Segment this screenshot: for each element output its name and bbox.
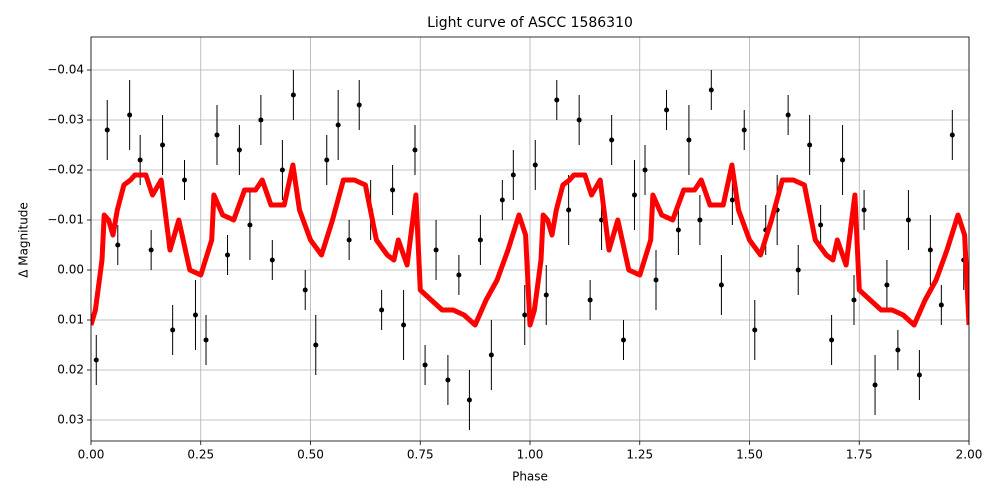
data-point bbox=[543, 292, 549, 298]
data-point bbox=[785, 112, 791, 118]
plot-area bbox=[91, 70, 969, 430]
data-point bbox=[621, 337, 627, 343]
x-axis-label: Phase bbox=[512, 470, 548, 484]
data-point bbox=[433, 247, 439, 253]
data-point bbox=[653, 277, 659, 283]
data-point bbox=[466, 397, 472, 403]
grid bbox=[90, 37, 970, 441]
data-point bbox=[269, 257, 275, 263]
y-tick-label: 0.03 bbox=[57, 413, 84, 427]
data-point bbox=[566, 207, 572, 213]
data-point bbox=[664, 107, 670, 113]
data-point bbox=[356, 102, 362, 108]
binned-curve bbox=[91, 162, 969, 328]
data-point bbox=[916, 372, 922, 378]
x-tick-label: 1.50 bbox=[736, 448, 763, 462]
data-point bbox=[697, 217, 703, 223]
data-point bbox=[927, 247, 933, 253]
y-axis-label: Δ Magnitude bbox=[17, 202, 31, 278]
x-tick-label: 1.25 bbox=[626, 448, 653, 462]
data-point bbox=[895, 347, 901, 353]
x-tick-label: 1.00 bbox=[517, 448, 544, 462]
y-tick-label: −0.01 bbox=[47, 213, 84, 227]
data-point bbox=[532, 162, 538, 168]
data-point bbox=[861, 207, 867, 213]
data-point bbox=[729, 197, 735, 203]
data-point bbox=[279, 167, 285, 173]
data-point bbox=[203, 337, 209, 343]
data-point bbox=[170, 327, 176, 333]
chart-title: Light curve of ASCC 1586310 bbox=[427, 15, 633, 31]
data-point bbox=[686, 137, 692, 143]
data-point bbox=[642, 167, 648, 173]
data-point bbox=[258, 117, 264, 123]
data-point bbox=[477, 237, 483, 243]
data-point bbox=[807, 142, 813, 148]
x-tick-label: 2.00 bbox=[956, 448, 983, 462]
data-point bbox=[851, 297, 857, 303]
data-point bbox=[884, 282, 890, 288]
data-point bbox=[587, 297, 593, 303]
data-point bbox=[192, 312, 198, 318]
y-tick-label: −0.02 bbox=[47, 163, 84, 177]
data-point bbox=[290, 92, 296, 98]
data-point bbox=[390, 187, 396, 193]
data-point bbox=[818, 222, 824, 228]
y-tick-label: 0.00 bbox=[57, 263, 84, 277]
data-point bbox=[718, 282, 724, 288]
data-point bbox=[905, 217, 911, 223]
data-point bbox=[93, 357, 99, 363]
data-point bbox=[576, 117, 582, 123]
y-tick-label: 0.02 bbox=[57, 363, 84, 377]
data-point bbox=[137, 157, 143, 163]
data-point bbox=[609, 137, 615, 143]
data-point bbox=[872, 382, 878, 388]
data-point bbox=[324, 157, 330, 163]
data-point bbox=[741, 127, 747, 133]
data-point bbox=[522, 312, 528, 318]
data-point bbox=[236, 147, 242, 153]
data-point bbox=[401, 322, 407, 328]
x-tick-label: 0.50 bbox=[297, 448, 324, 462]
data-point bbox=[510, 172, 516, 178]
data-point bbox=[412, 147, 418, 153]
data-point bbox=[445, 377, 451, 383]
data-point bbox=[554, 97, 560, 103]
data-point bbox=[456, 272, 462, 278]
data-point bbox=[795, 267, 801, 273]
data-point bbox=[148, 247, 154, 253]
data-point bbox=[335, 122, 341, 128]
data-point bbox=[379, 307, 385, 313]
y-tick-label: 0.01 bbox=[57, 313, 84, 327]
data-point bbox=[938, 302, 944, 308]
data-point bbox=[422, 362, 428, 368]
data-point bbox=[160, 142, 166, 148]
data-point bbox=[949, 132, 955, 138]
data-point bbox=[214, 132, 220, 138]
data-point bbox=[840, 157, 846, 163]
data-point bbox=[499, 197, 505, 203]
data-point bbox=[182, 177, 188, 183]
data-point bbox=[752, 327, 758, 333]
data-point bbox=[346, 237, 352, 243]
x-tick-label: 1.75 bbox=[846, 448, 873, 462]
data-point bbox=[631, 192, 637, 198]
data-point bbox=[313, 342, 319, 348]
x-tick-label: 0.00 bbox=[78, 448, 105, 462]
x-tick-label: 0.25 bbox=[187, 448, 214, 462]
data-point bbox=[127, 112, 133, 118]
data-point bbox=[488, 352, 494, 358]
x-tick-label: 0.75 bbox=[407, 448, 434, 462]
data-point bbox=[302, 287, 308, 293]
y-tick-label: −0.04 bbox=[47, 63, 84, 77]
data-point bbox=[829, 337, 835, 343]
data-point bbox=[104, 127, 110, 133]
data-point bbox=[675, 227, 681, 233]
data-point bbox=[225, 252, 231, 258]
y-tick-label: −0.03 bbox=[47, 113, 84, 127]
data-point bbox=[115, 242, 121, 248]
data-point bbox=[708, 87, 714, 93]
data-point bbox=[247, 222, 253, 228]
